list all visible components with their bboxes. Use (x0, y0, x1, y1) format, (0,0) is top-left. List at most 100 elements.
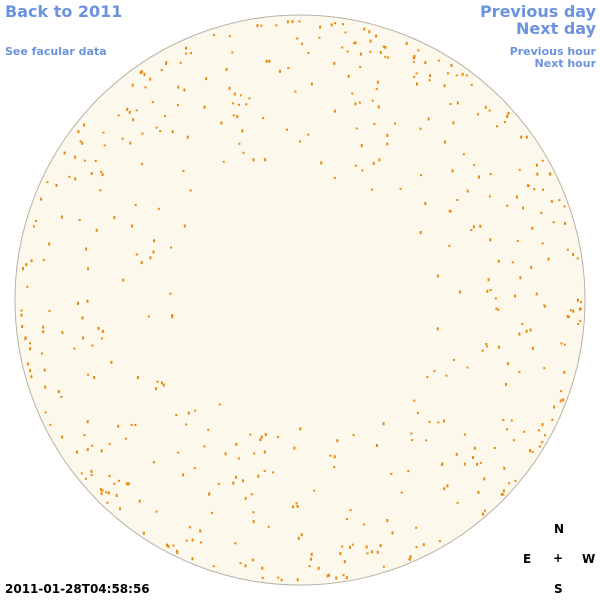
facula (287, 67, 290, 69)
facula (529, 328, 532, 332)
facula (345, 576, 348, 580)
facula (542, 188, 544, 191)
facula (293, 446, 296, 450)
facula (343, 560, 346, 564)
facula (140, 70, 143, 74)
facula (57, 390, 60, 394)
facula (409, 555, 412, 559)
facula (233, 92, 236, 96)
facula (100, 170, 103, 173)
facula (90, 172, 93, 175)
facula (231, 51, 234, 54)
facula (264, 158, 267, 162)
facula (235, 442, 238, 446)
facula (42, 325, 45, 329)
facula (234, 475, 237, 479)
facula (84, 477, 87, 480)
facula (291, 20, 294, 24)
facula (386, 142, 389, 146)
facula (157, 207, 160, 210)
facula (292, 505, 294, 509)
facula (295, 502, 298, 505)
facula (413, 54, 416, 58)
next-day-link[interactable]: Next day (516, 19, 596, 38)
facula (486, 345, 488, 348)
facula (375, 34, 378, 38)
facula (485, 343, 488, 345)
next-hour-link[interactable]: Next hour (534, 57, 597, 70)
facula (261, 576, 264, 579)
facula (436, 274, 439, 278)
facula (580, 301, 582, 304)
facula (378, 158, 381, 162)
facula (262, 117, 265, 119)
facula (559, 399, 562, 403)
facula (320, 161, 323, 165)
facula (79, 140, 82, 143)
facula (472, 225, 475, 229)
facula (301, 42, 303, 45)
facula (250, 493, 253, 496)
facula (373, 123, 376, 125)
facula (169, 292, 172, 295)
facula (525, 135, 528, 139)
facula (533, 188, 536, 191)
facula (298, 20, 301, 23)
facula (531, 346, 534, 350)
facula (399, 187, 402, 190)
facula (488, 109, 491, 112)
facula (132, 118, 135, 122)
back-link[interactable]: Back to 2011 (5, 2, 123, 21)
previous-day-link[interactable]: Previous day (479, 2, 596, 21)
facula (466, 366, 469, 369)
facula (416, 82, 418, 86)
facula (208, 493, 210, 496)
previous-hour-link[interactable]: Previous hour (509, 45, 596, 58)
facula (207, 428, 210, 431)
facula (179, 61, 182, 64)
facula (220, 121, 223, 125)
facula (42, 330, 45, 334)
facula (334, 22, 337, 25)
facula (208, 492, 211, 495)
facula (489, 238, 492, 242)
facula (131, 83, 134, 87)
facular-link[interactable]: See facular data (5, 45, 107, 58)
facula (465, 74, 468, 77)
facula (382, 45, 385, 48)
facula (182, 473, 185, 477)
facula (458, 290, 461, 294)
facula (259, 438, 262, 442)
facula (261, 566, 264, 570)
facula (74, 177, 77, 181)
facula (272, 471, 275, 474)
facula (90, 469, 93, 473)
facula (310, 552, 313, 556)
facula (265, 59, 268, 63)
facula (244, 496, 247, 500)
timestamp: 2011-01-28T04:58:56 (5, 582, 150, 596)
facula (535, 163, 538, 167)
facula (239, 562, 242, 565)
facula (165, 61, 168, 65)
facula (212, 565, 215, 568)
facula (442, 419, 445, 423)
facula (307, 52, 310, 54)
facula (138, 499, 141, 503)
facula (456, 199, 459, 201)
facula (135, 109, 138, 112)
facula (436, 327, 439, 331)
facula (360, 52, 362, 56)
facula (548, 172, 551, 176)
facula (413, 399, 416, 402)
facula (420, 174, 423, 177)
facula (317, 566, 320, 570)
facula (359, 66, 362, 69)
facula (121, 137, 124, 140)
facula (147, 315, 150, 318)
facula (433, 370, 436, 373)
facula (83, 159, 86, 162)
facula (310, 82, 313, 86)
facula (438, 540, 441, 543)
facula (369, 39, 372, 43)
